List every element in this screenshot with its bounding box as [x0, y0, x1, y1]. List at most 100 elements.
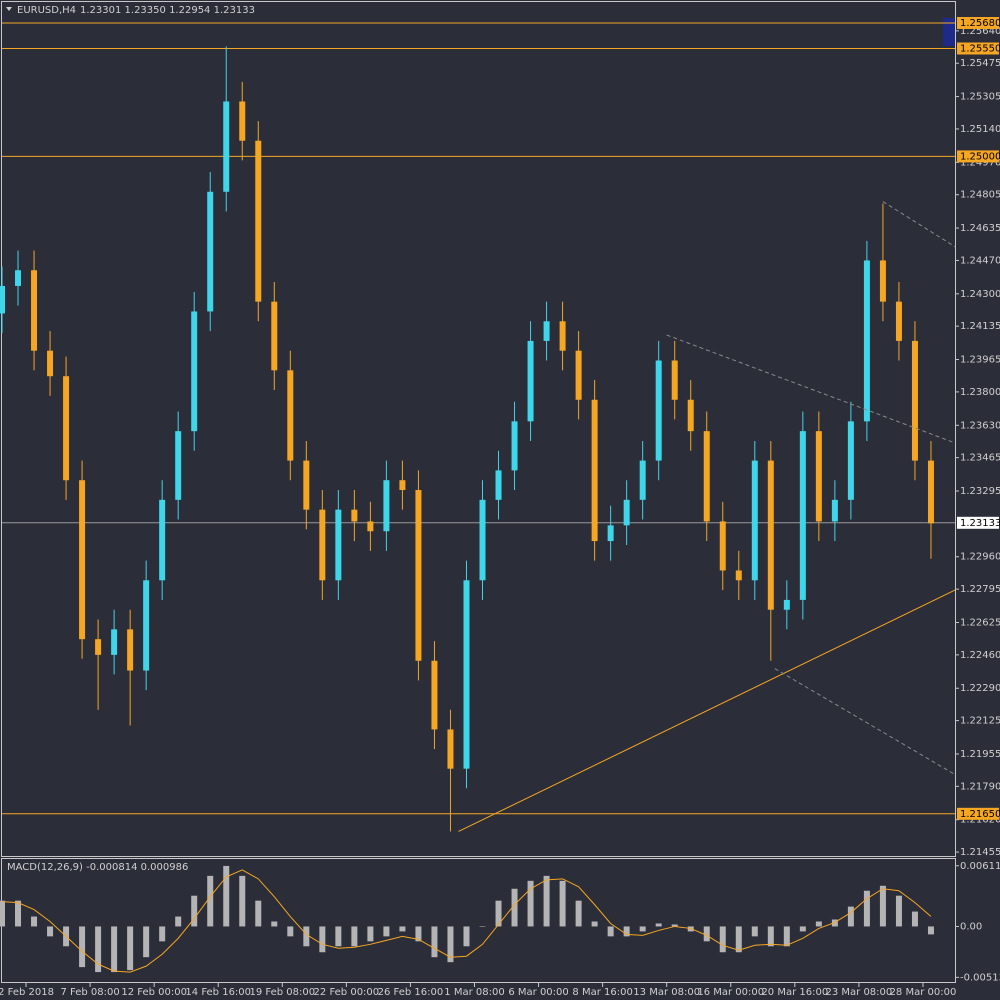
candle-body	[479, 499, 486, 581]
candle-body	[719, 521, 726, 571]
macd-bar	[495, 900, 502, 927]
candle-body	[383, 480, 390, 532]
x-tick-label: 2 Feb 2018	[0, 987, 54, 998]
macd-bar	[255, 900, 262, 927]
macd-bar	[703, 926, 710, 942]
candle-body	[191, 311, 198, 432]
candle-body	[31, 270, 38, 351]
x-tick-label: 8 Mar 16:00	[572, 987, 632, 998]
last-price-box	[957, 516, 999, 529]
candle-body	[559, 321, 566, 351]
y-tick-label: 1.22625	[960, 617, 1000, 628]
x-tick-label: 14 Feb 16:00	[185, 987, 251, 998]
y-tick-label: 1.21620	[960, 815, 1000, 826]
y-tick-label: 1.24300	[960, 289, 1000, 300]
y-tick-label: 1.22290	[960, 683, 1000, 694]
trend-line	[458, 589, 956, 832]
macd-bar	[719, 926, 726, 953]
trend-line	[666, 334, 956, 444]
macd-bar	[527, 880, 534, 927]
level-label-box	[957, 16, 999, 29]
candle-body	[623, 499, 630, 526]
macd-bar	[431, 926, 438, 958]
y-tick-label: 1.21455	[960, 847, 1000, 858]
y-tick-label: 1.24970	[960, 157, 1000, 168]
macd-bar	[143, 926, 150, 958]
candle-body	[319, 509, 326, 581]
candle-body	[639, 460, 646, 500]
macd-bar	[799, 926, 806, 932]
candle-body	[511, 421, 518, 471]
macd-bar	[335, 926, 342, 947]
symbol: EURUSD,H4	[17, 5, 76, 16]
macd-bar	[511, 888, 518, 927]
y-tick-label: 1.22125	[960, 716, 1000, 727]
level-label: 1.25000	[960, 151, 1000, 162]
level-label: 1.25550	[960, 44, 1000, 55]
x-tick-label: 28 Mar 00:00	[890, 987, 957, 998]
candle-body	[0, 285, 5, 314]
macd-bar	[783, 926, 790, 947]
macd-bar	[367, 926, 374, 942]
x-tick-label: 13 Mar 08:00	[633, 987, 700, 998]
macd-bar	[111, 926, 118, 973]
candle-body	[239, 101, 246, 141]
macd-bar	[735, 926, 742, 953]
y-tick-label: 1.24470	[960, 255, 1000, 266]
macd-bar	[47, 926, 54, 937]
macd-bar	[383, 926, 390, 937]
y-tick-label: 1.24805	[960, 190, 1000, 201]
macd-bar	[303, 926, 310, 947]
macd-bar	[239, 875, 246, 927]
macd-bar	[447, 926, 454, 963]
x-tick-label: 22 Feb 00:00	[314, 987, 380, 998]
candle-body	[127, 629, 134, 671]
candle-body	[351, 509, 358, 522]
x-tick-label: 12 Feb 00:00	[121, 987, 187, 998]
candle-body	[831, 499, 838, 522]
candle-body	[751, 460, 758, 581]
candle-body	[447, 729, 454, 769]
candle-body	[47, 350, 54, 377]
x-tick-label: 26 Feb 16:00	[378, 987, 444, 998]
macd-bar	[223, 865, 230, 927]
y-tick-label: 1.23465	[960, 453, 1000, 464]
level-label: 1.21650	[960, 809, 1000, 820]
macd-bar	[191, 895, 198, 927]
macd-bar	[479, 926, 486, 927]
candle-body	[671, 360, 678, 400]
candle-body	[207, 191, 214, 312]
macd-bar	[287, 926, 294, 937]
macd-bar	[15, 900, 22, 927]
candle-body	[735, 570, 742, 581]
level-label-box	[957, 42, 999, 55]
candle-body	[591, 399, 598, 542]
macd-bar	[911, 911, 918, 927]
candle-body	[175, 431, 182, 500]
x-tick-label: 1 Mar 08:00	[444, 987, 504, 998]
y-tick-label: -0.00513	[960, 972, 1000, 983]
macd-bar	[559, 880, 566, 927]
ohlc: 1.23301 1.23350 1.22954 1.23133	[80, 5, 255, 16]
macd-bar	[767, 926, 774, 947]
macd-bar	[351, 926, 358, 947]
y-tick-label: 1.23295	[960, 486, 1000, 497]
candle-body	[335, 509, 342, 581]
candle-body	[543, 321, 550, 341]
macd-bar	[879, 885, 886, 927]
candle-body	[63, 376, 70, 481]
macd-bar	[895, 895, 902, 927]
macd-bar	[863, 890, 870, 927]
x-tick-label: 19 Feb 08:00	[249, 987, 315, 998]
panel-marker	[943, 18, 955, 46]
y-tick-label: 1.24635	[960, 223, 1000, 234]
candle-body	[863, 260, 870, 422]
level-label-box	[957, 807, 999, 820]
candle-body	[607, 525, 614, 542]
macd-bar	[671, 924, 678, 927]
x-tick-label: 23 Mar 08:00	[826, 987, 893, 998]
menu-arrow[interactable]	[6, 7, 12, 11]
